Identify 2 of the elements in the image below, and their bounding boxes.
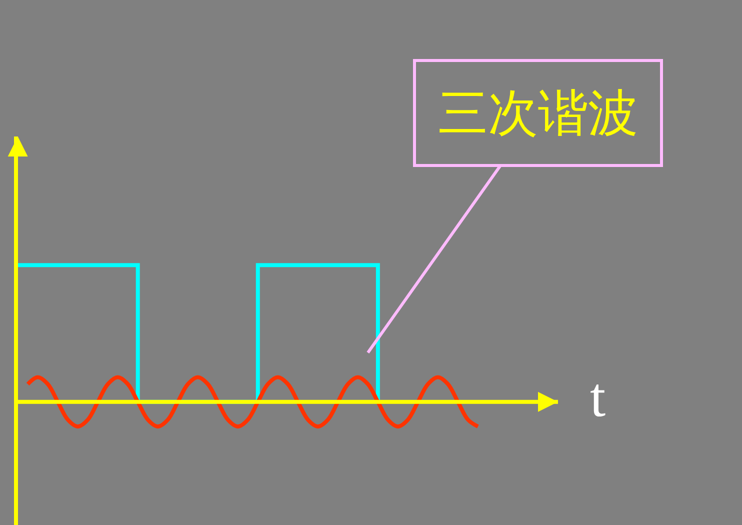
text: 三次谐波 — [438, 84, 638, 142]
x-axis-title: t — [590, 367, 606, 429]
